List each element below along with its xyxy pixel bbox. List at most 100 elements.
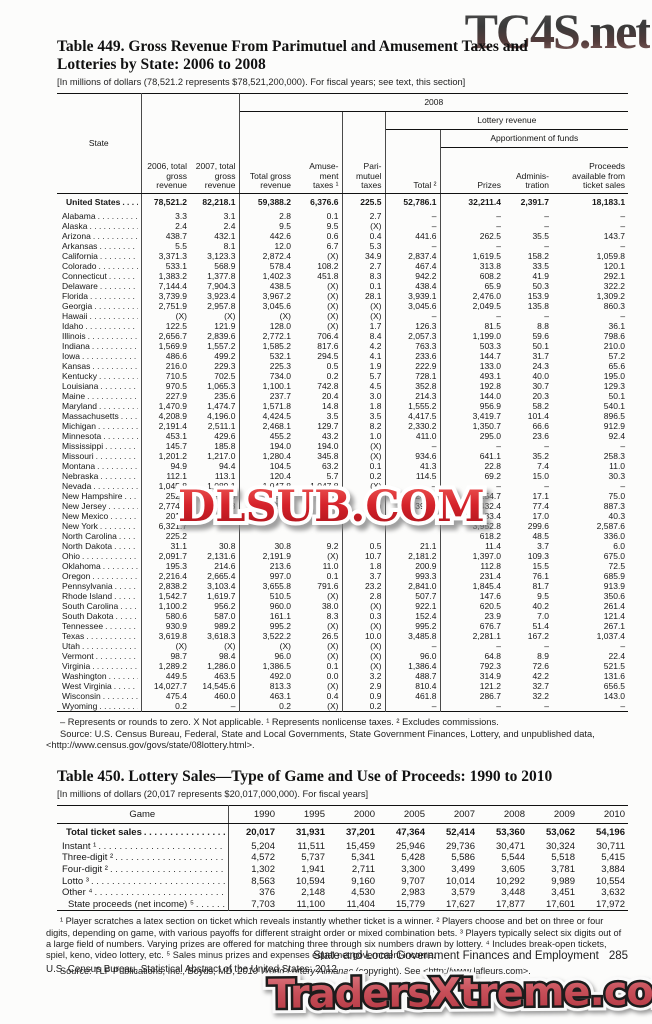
value-cell: 350.6 — [603, 590, 626, 601]
value-cell: 30.8 — [274, 540, 291, 551]
state-row: Kentucky. . . . . . . . . . . . . . . . … — [57, 370, 628, 381]
value-cell: 201.7 — [165, 510, 187, 521]
value-cell: 30,324 — [545, 840, 575, 852]
dot-leader: . . . . . . . . . . . . . . . . . . . . … — [115, 610, 138, 621]
value-cell: 956.2 — [190, 600, 240, 611]
state-row: Rhode Island. . . . . . . . . . . . . . … — [57, 590, 628, 601]
value-cell: – — [620, 310, 626, 321]
value-cell: 112.1 — [166, 470, 187, 481]
group-header-2008: 2008 — [239, 93, 629, 112]
value-cell: 104.5 — [269, 460, 291, 471]
value-cell: 970.5 — [165, 380, 187, 391]
value-cell: 618.2 — [479, 530, 501, 541]
value-cell: 960.0 — [269, 600, 291, 611]
value-cell: 675.0 — [603, 550, 626, 561]
dot-leader: . . . . . . . . . . . . . . . . . . . . … — [95, 650, 138, 661]
value-cell: 6.7 — [294, 240, 343, 251]
value-cell: 2.7 — [342, 260, 386, 271]
dot-leader: . . . . . . . . . . . . . . . . . . . . … — [92, 360, 138, 371]
value-cell: 314.9 — [479, 670, 501, 681]
value-cell: – — [544, 440, 549, 451]
value-cell: 2,511.1 — [190, 420, 240, 431]
row-label-text: North Dakota — [62, 540, 113, 551]
value-cell: 5,341 — [351, 852, 375, 864]
value-cell: 3,103.4 — [190, 580, 240, 591]
row-label: North Dakota. . . . . . . . . . . . . . … — [57, 540, 142, 551]
value-cell — [342, 510, 386, 521]
value-cell: – — [620, 700, 626, 711]
value-cell: 192.8 — [479, 380, 501, 391]
row-label-text: Oregon — [62, 570, 91, 581]
value-cell: 1.8 — [342, 560, 386, 571]
value-cell: 3,923.4 — [190, 290, 240, 301]
row-label: Pennsylvania. . . . . . . . . . . . . . … — [57, 580, 142, 591]
value-cell: (X) — [279, 310, 291, 321]
value-cell: 40.3 — [608, 510, 626, 521]
dot-leader: . . . . . . . . . . . . . . . . . . . . … — [99, 700, 137, 711]
value-cell: 5.7 — [294, 470, 343, 481]
row-label: North Carolina. . . . . . . . . . . . . … — [57, 530, 142, 541]
value-cell: 0.1 — [294, 210, 343, 221]
value-cell: 763.3 — [385, 340, 441, 351]
value-cell: 81.5 — [484, 320, 501, 331]
value-cell: – — [496, 640, 501, 651]
dot-leader: . . . . . . . . . . . . . . . . . . . . … — [99, 240, 137, 251]
value-cell: 58.2 — [532, 400, 549, 411]
value-cell: (X) — [279, 640, 291, 651]
value-cell: 2,181.2 — [385, 550, 441, 561]
dot-leader: . . . . . . . . . . . . . . . . . . . . … — [103, 430, 137, 441]
row-label-text: United States — [66, 196, 121, 207]
dot-leader: . . . . . . . . . . . . . . . . . . . . … — [122, 196, 137, 207]
state-row: Florida. . . . . . . . . . . . . . . . .… — [57, 290, 628, 301]
row-label-text: West Virginia — [62, 680, 112, 691]
row-label-text: North Carolina — [62, 530, 117, 541]
value-cell — [385, 530, 441, 541]
value-cell: 0.1 — [294, 660, 343, 671]
value-cell: 1,571.8 — [262, 400, 291, 411]
value-cell: – — [496, 220, 501, 231]
value-cell: 1,470.9 — [158, 400, 187, 411]
col-header-year: 2000 — [328, 805, 378, 824]
value-cell: 167.2 — [527, 630, 549, 641]
value-cell: 1,555.2 — [385, 400, 441, 411]
value-cell: 34.9 — [342, 250, 386, 261]
value-cell: 4,572 — [251, 852, 275, 864]
value-cell: 817.6 — [294, 340, 343, 351]
value-cell: 48.5 — [532, 530, 549, 541]
row-label-text: South Carolina — [62, 600, 119, 611]
col-header-year: 2010 — [578, 805, 628, 824]
value-cell: 51.4 — [532, 620, 549, 631]
row-label: United States. . . . . . . . . . . . . .… — [57, 193, 142, 211]
row-label: Total ticket sales. . . . . . . . . . . … — [57, 823, 229, 841]
row-label: California. . . . . . . . . . . . . . . … — [57, 250, 142, 261]
dot-leader: . . . . . . . . . . . . . . . . . . . . … — [98, 260, 138, 271]
value-cell: 135.8 — [527, 300, 549, 311]
value-cell: 896.5 — [603, 410, 626, 421]
value-cell: 15,459 — [345, 840, 375, 852]
row-label-text: Alaska — [62, 220, 88, 231]
value-cell: 59.6 — [532, 330, 549, 341]
value-cell: 20,017 — [245, 826, 275, 838]
row-label-text: Wyoming — [62, 700, 98, 711]
row-label: Massachusetts. . . . . . . . . . . . . .… — [57, 410, 142, 421]
value-cell: (X) — [294, 620, 343, 631]
value-cell: – — [620, 480, 626, 491]
game-row: State proceeds (net income) ⁵. . . . . .… — [57, 898, 628, 911]
dot-leader: . . . . . . . . . . . . . . . . . . . . … — [102, 690, 138, 701]
value-cell: 2,397.1 — [385, 500, 441, 511]
value-cell: (X) — [342, 480, 386, 491]
state-row: South Dakota. . . . . . . . . . . . . . … — [57, 610, 628, 621]
value-cell: 30.3 — [608, 470, 626, 481]
row-label: Wyoming. . . . . . . . . . . . . . . . .… — [57, 700, 142, 712]
value-cell: 1,941 — [301, 863, 325, 875]
value-cell: 3,605 — [501, 863, 525, 875]
state-row: Nebraska. . . . . . . . . . . . . . . . … — [57, 470, 628, 481]
row-label-text: Hawaii — [62, 310, 88, 321]
dot-leader: . . . . . . . . . . . . . . . . . . . . … — [114, 590, 137, 601]
value-cell: 432.1 — [190, 230, 240, 241]
value-cell: 43.2 — [294, 430, 343, 441]
value-cell: 1,474.7 — [190, 400, 240, 411]
value-cell: – — [190, 700, 240, 712]
value-cell: 25,946 — [395, 840, 425, 852]
value-cell: 1,619.5 — [472, 250, 501, 261]
